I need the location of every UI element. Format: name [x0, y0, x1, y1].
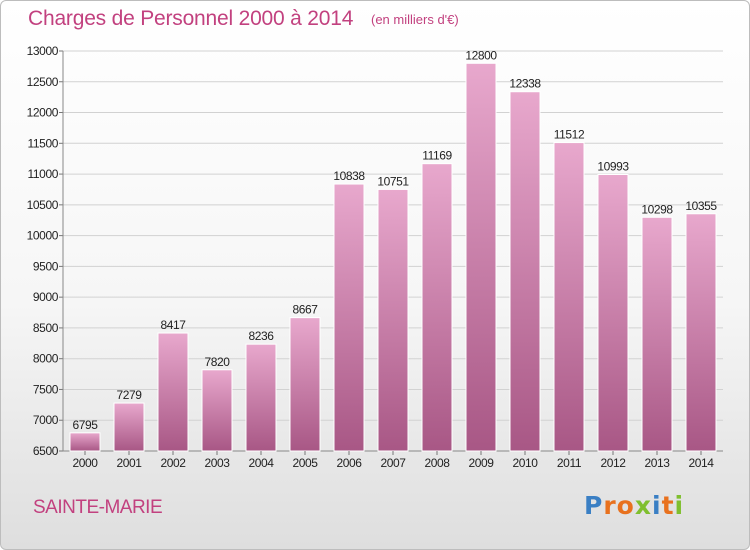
x-tick-label: 2008 [424, 456, 450, 470]
bar [685, 213, 717, 452]
x-tick-label: 2009 [468, 456, 494, 470]
commune-name: SAINTE-MARIE [33, 497, 163, 518]
y-tick-label: 6500 [33, 444, 59, 458]
data-label: 10751 [377, 174, 409, 188]
data-label: 6795 [72, 418, 98, 432]
data-label: 11169 [422, 149, 452, 163]
bar [201, 369, 233, 452]
y-tick-label: 13000 [27, 44, 59, 58]
data-label: 8236 [248, 329, 274, 343]
data-label: 7279 [116, 388, 142, 402]
bar [245, 343, 277, 452]
bar [553, 142, 585, 452]
bar [509, 91, 541, 452]
proxiti-logo[interactable]: Proxiti [584, 491, 684, 520]
bar [421, 163, 453, 452]
data-label: 10838 [333, 169, 365, 183]
bar [69, 432, 101, 452]
bar [641, 216, 673, 452]
bar [289, 317, 321, 452]
x-tick-label: 2011 [557, 456, 582, 470]
chart-subtitle: (en milliers d'€) [371, 12, 459, 27]
x-tick-label: 2006 [336, 456, 362, 470]
y-tick-label: 11500 [28, 136, 59, 150]
x-tick-label: 2002 [160, 456, 186, 470]
logo-letter: o [616, 491, 635, 520]
bar [377, 188, 409, 452]
data-label: 10993 [597, 160, 629, 174]
x-tick-label: 2014 [688, 456, 714, 470]
logo-letter: P [584, 491, 604, 520]
x-tick-label: 2004 [248, 456, 274, 470]
y-tick-label: 9000 [33, 290, 59, 304]
y-tick-label: 10500 [27, 198, 59, 212]
logo-letter: i [652, 491, 662, 520]
x-tick-label: 2005 [292, 456, 318, 470]
y-tick-label: 9500 [33, 259, 59, 273]
bar [157, 332, 189, 452]
x-tick-label: 2012 [600, 456, 626, 470]
chart-title: Charges de Personnel 2000 à 2014 [28, 7, 354, 30]
x-tick-label: 2010 [512, 456, 538, 470]
logo-letter: t [661, 491, 675, 520]
y-tick-label: 10000 [27, 229, 59, 243]
x-tick-label: 2013 [644, 456, 670, 470]
data-label: 10355 [685, 199, 717, 213]
data-label: 12800 [465, 48, 497, 62]
y-tick-label: 12000 [27, 106, 59, 120]
bar [333, 183, 365, 452]
x-tick-label: 2001 [116, 456, 142, 470]
logo-letter: i [674, 491, 685, 520]
data-label: 11512 [554, 128, 585, 142]
logo-letter: x [634, 491, 652, 520]
bar [465, 62, 497, 452]
data-label: 8667 [292, 303, 318, 317]
data-label: 8417 [160, 318, 186, 332]
x-tick-label: 2000 [72, 456, 98, 470]
y-tick-label: 7500 [33, 382, 59, 396]
bar [597, 174, 629, 452]
logo-letter: r [603, 491, 617, 520]
data-label: 12338 [509, 77, 541, 91]
y-tick-label: 12500 [27, 75, 59, 89]
x-tick-label: 2007 [380, 456, 406, 470]
x-tick-label: 2003 [204, 456, 230, 470]
bar [113, 402, 145, 452]
y-tick-label: 11000 [28, 167, 59, 181]
y-tick-label: 8000 [33, 352, 59, 366]
y-tick-label: 7000 [33, 413, 59, 427]
data-label: 7820 [204, 355, 230, 369]
data-label: 10298 [641, 202, 673, 216]
y-tick-label: 8500 [33, 321, 59, 335]
